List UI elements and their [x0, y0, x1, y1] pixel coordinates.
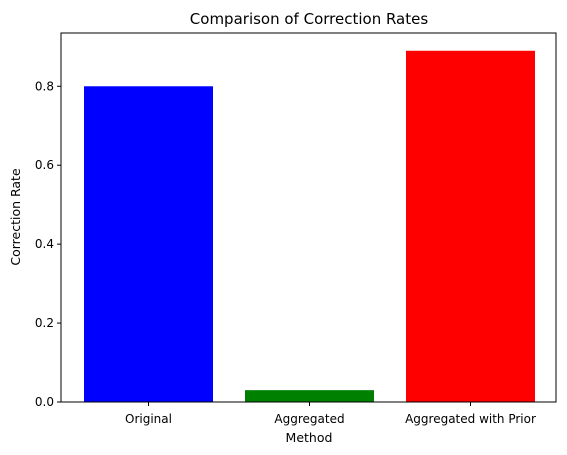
plot-frame: [60, 32, 557, 403]
x-tick-label: Original: [125, 412, 172, 426]
x-axis-label: Method: [286, 430, 333, 445]
y-tick-label: 0.4: [35, 237, 54, 251]
y-axis-label: Correction Rate: [8, 168, 23, 266]
y-tick-label: 0.8: [35, 79, 54, 93]
y-tick-label: 0.6: [35, 158, 54, 172]
y-axis: 0.0 0.2 0.4 0.6 0.8: [35, 79, 61, 409]
chart-title: Comparison of Correction Rates: [190, 10, 429, 28]
x-tick-label: Aggregated with Prior: [405, 412, 536, 426]
y-tick-label: 0.2: [35, 316, 54, 330]
y-tick-label: 0.0: [35, 395, 54, 409]
bar-aggregated-with-prior: [406, 50, 535, 402]
x-axis: Original Aggregated Aggregated with Prior: [125, 402, 536, 426]
bar-original: [84, 86, 213, 402]
bar-aggregated: [245, 390, 374, 402]
bars-group: [84, 50, 535, 402]
x-tick-label: Aggregated: [274, 412, 344, 426]
